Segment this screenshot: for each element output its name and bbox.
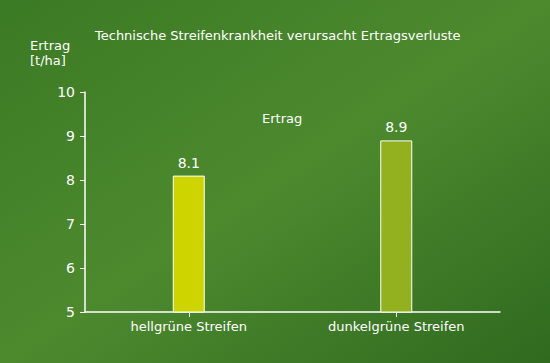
svg-text:Technische Streifenkrankheit v: Technische Streifenkrankheit verursacht … <box>94 28 461 43</box>
svg-text:Ertrag: Ertrag <box>262 111 302 126</box>
svg-text:10: 10 <box>57 84 75 100</box>
svg-text:8: 8 <box>66 172 75 188</box>
svg-text:Ertrag: Ertrag <box>30 38 70 53</box>
svg-text:dunkelgrüne Streifen: dunkelgrüne Streifen <box>328 319 464 334</box>
svg-text:8.9: 8.9 <box>385 119 407 135</box>
svg-text:hellgrüne Streifen: hellgrüne Streifen <box>131 319 248 334</box>
svg-text:[t/ha]: [t/ha] <box>30 53 66 68</box>
svg-text:5: 5 <box>66 304 75 320</box>
svg-text:7: 7 <box>66 216 75 232</box>
svg-text:6: 6 <box>66 260 75 276</box>
svg-text:9: 9 <box>66 128 75 144</box>
svg-text:8.1: 8.1 <box>178 155 200 171</box>
